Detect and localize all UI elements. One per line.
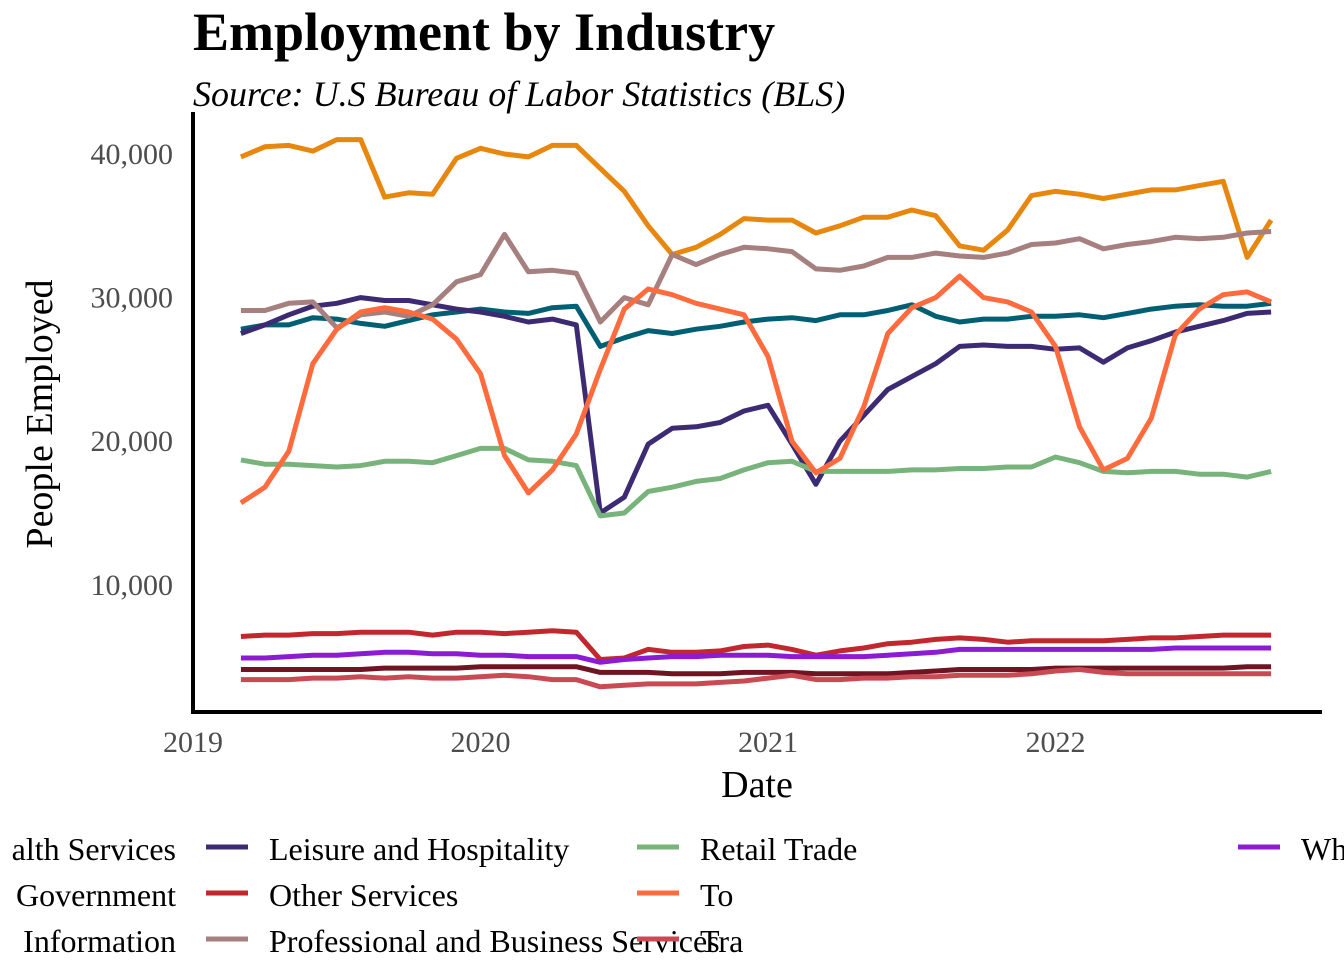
x-axis-ticks: 2019 2020 2021 2022 — [163, 726, 1086, 759]
legend-label-leisure-and-hospitality: Leisure and Hospitality — [269, 831, 569, 867]
legend-label-information: Information — [23, 923, 176, 959]
y-tick-label: 40,000 — [91, 138, 174, 171]
legend: alth Services Government Information Leisur… — [12, 831, 1344, 959]
legend-label-retail-trade: Retail Trade — [700, 831, 857, 867]
y-axis-title: People Employed — [19, 279, 61, 548]
series-line-total-construction — [239, 273, 1273, 505]
legend-label-other-services: Other Services — [269, 877, 458, 913]
series-line-education-and-health-services — [240, 300, 1272, 349]
x-tick-label: 2019 — [163, 726, 223, 759]
x-tick-label: 2021 — [738, 726, 798, 759]
chart-title: Employment by Industry — [193, 2, 775, 62]
series-lines — [239, 137, 1274, 690]
plot-area: 10,000 20,000 30,000 40,000 2019 2020 2021 202… — [91, 112, 1322, 759]
legend-label-total-construction: To — [700, 877, 733, 913]
legend-label-transportation-and-warehousing: Tra — [700, 923, 743, 959]
series-line-transportation-and-warehousing — [240, 667, 1272, 690]
x-tick-label: 2020 — [451, 726, 511, 759]
legend-label-education-and-health-services: alth Services — [12, 831, 176, 867]
chart-subtitle: Source: U.S Bureau of Labor Statistics (… — [193, 74, 845, 114]
series-line-retail-trade — [240, 445, 1272, 519]
series-line-information — [240, 664, 1272, 677]
series-line-government — [239, 137, 1274, 260]
legend-label-wholesale-trade: Wh — [1301, 831, 1344, 867]
y-tick-label: 10,000 — [91, 569, 174, 602]
series-line-other-services — [240, 628, 1272, 662]
y-axis-ticks: 10,000 20,000 30,000 40,000 — [91, 138, 174, 602]
series-line-wholesale-trade — [240, 645, 1272, 665]
x-tick-label: 2022 — [1026, 726, 1086, 759]
y-tick-label: 30,000 — [91, 282, 174, 315]
series-line-leisure-and-hospitality — [240, 295, 1272, 516]
x-axis-title: Date — [721, 764, 793, 806]
y-tick-label: 20,000 — [91, 425, 174, 458]
legend-label-government: Government — [16, 877, 176, 913]
